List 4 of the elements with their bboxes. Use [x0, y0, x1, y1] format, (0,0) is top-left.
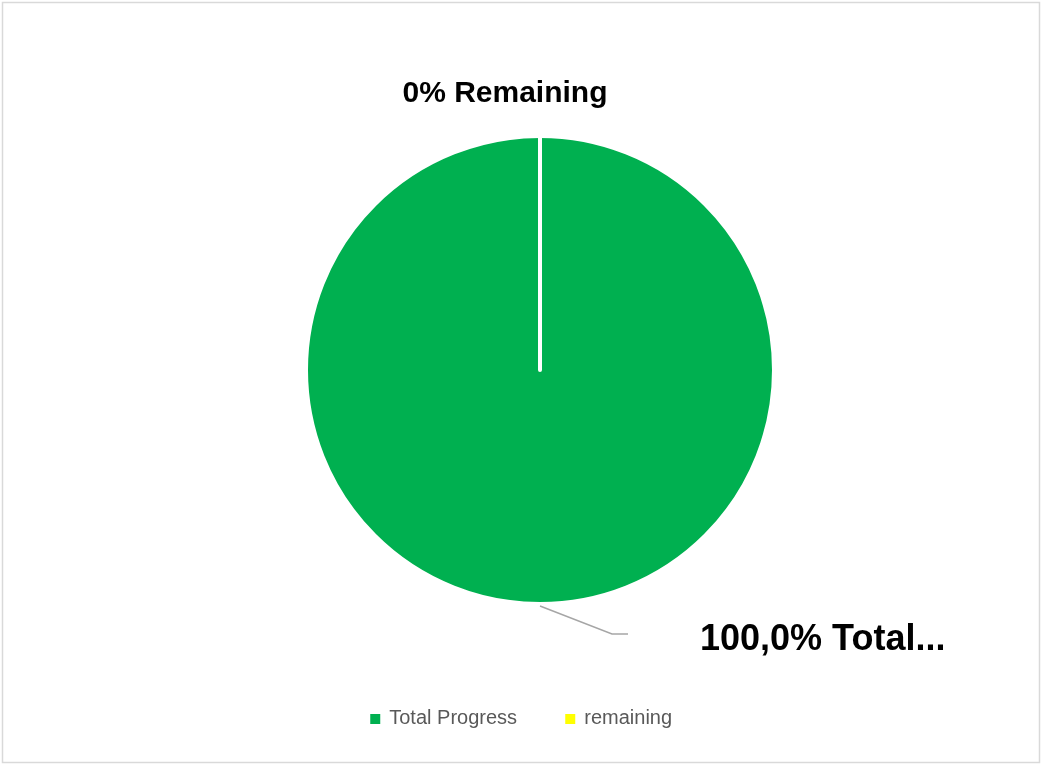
text: 0% Remaining	[402, 74, 608, 108]
data-label: 100,0% Total...	[700, 616, 946, 658]
legend-label: remaining	[584, 706, 673, 729]
legend-label: Total Progress	[389, 706, 518, 729]
